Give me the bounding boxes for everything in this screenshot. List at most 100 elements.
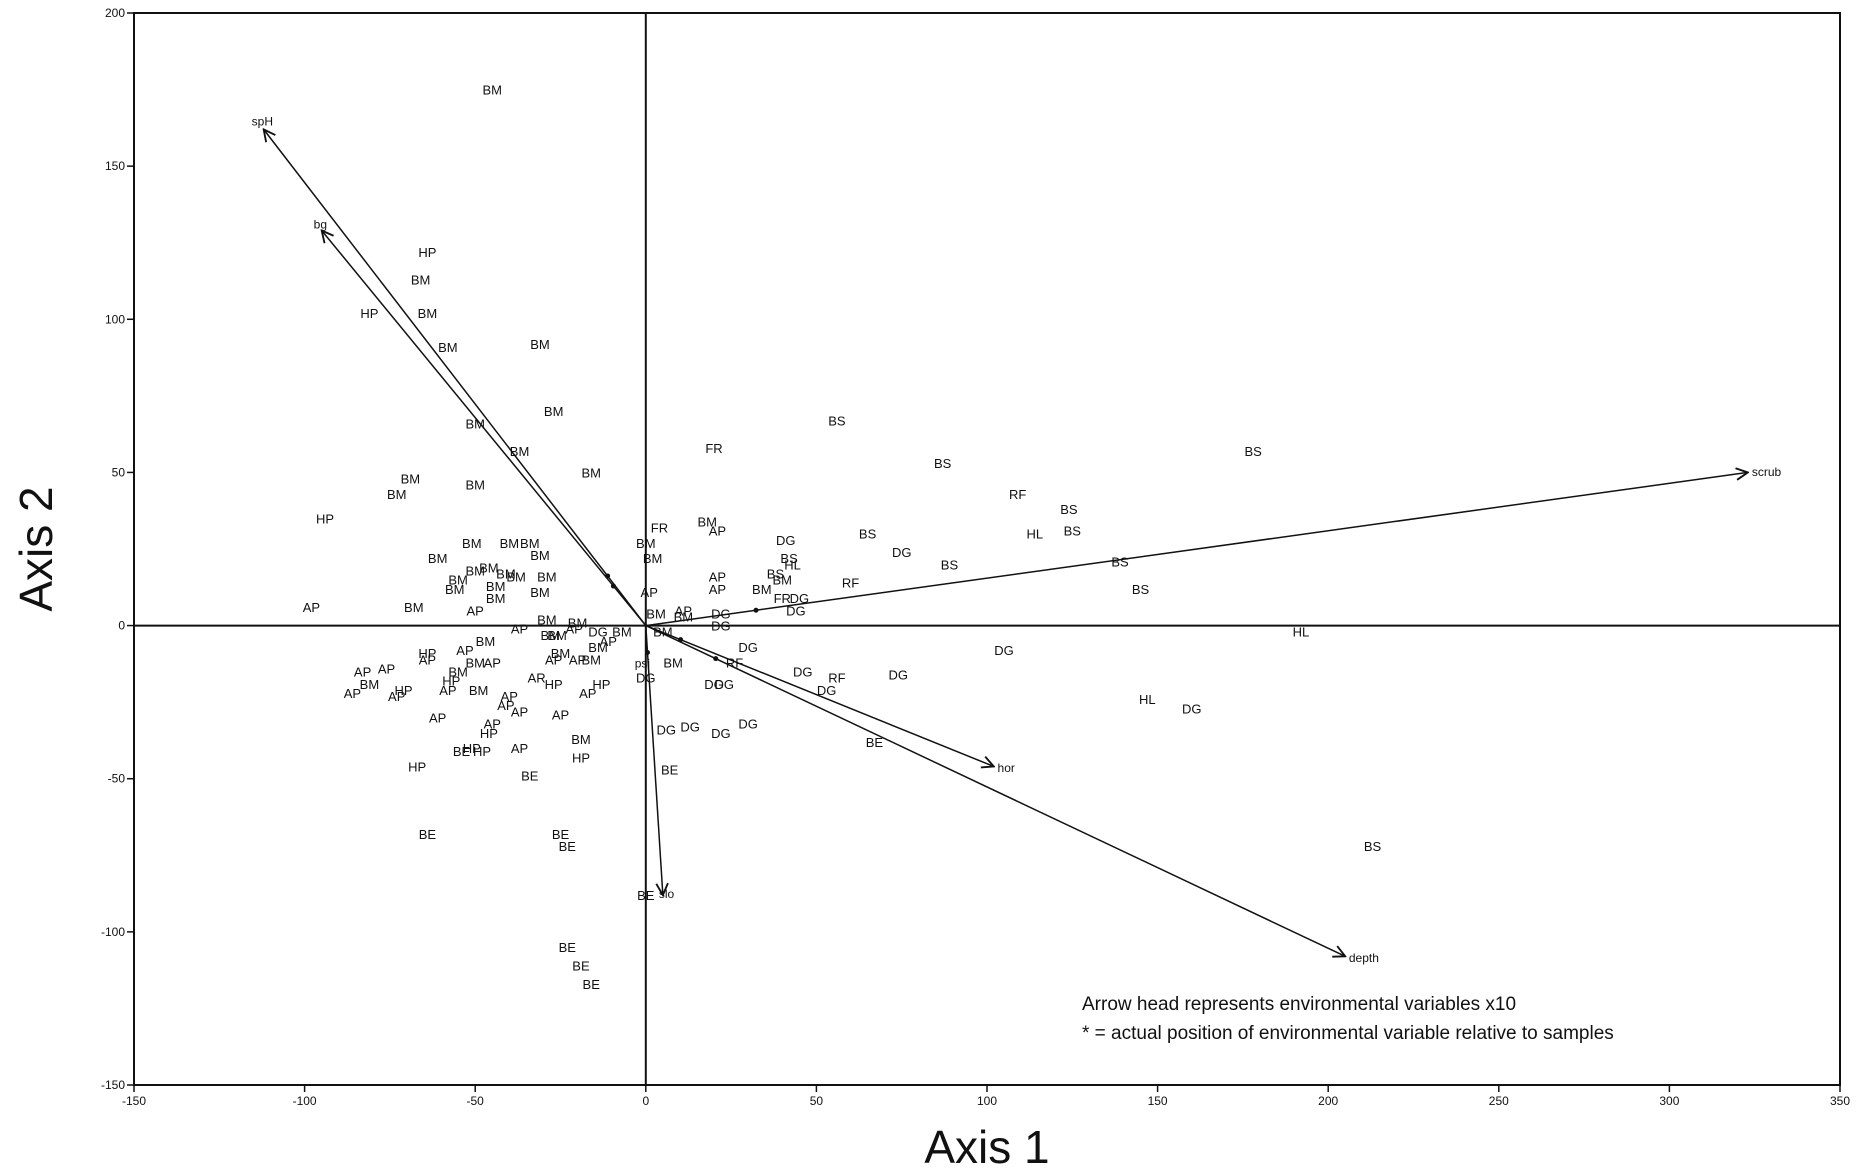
sample-point: HP [395,683,413,698]
sample-point: BE [521,769,539,784]
sample-point: BM [401,472,421,487]
sample-point: AP [565,622,582,637]
sample-point: AP [709,582,726,597]
sample-point: BM [462,536,482,551]
y-tick-label: 50 [112,465,126,479]
sample-point: RF [1009,487,1026,502]
sample-point: DG [738,640,758,655]
vector-actual-position [645,650,651,656]
sample-point: BM [663,655,683,670]
sample-point: AP [484,717,501,732]
sample-point: BM [360,677,380,692]
sample-point: BM [479,560,499,575]
vector-arrow [645,624,994,767]
y-tick-label: 150 [105,159,125,173]
sample-point: BS [859,527,877,542]
sample-point: BM [697,514,717,529]
sample-point: FR [705,441,722,456]
sample-point: AP [709,524,726,539]
vector-label: depth [1349,951,1379,965]
vector-label: scrub [1752,465,1782,479]
sample-point: RF [842,576,859,591]
sample-point: BM [500,536,520,551]
sample-point: HP [408,759,426,774]
sample-point: BM [588,640,608,655]
sample-point: BM [469,683,489,698]
sample-point: BM [465,416,485,431]
vector-label: slo [659,887,675,901]
sample-point: BE [661,763,679,778]
sample-point: BM [541,628,561,643]
sample-point: BM [418,306,438,321]
sample-point: AP [456,643,473,658]
sample-point: BM [551,646,571,661]
sample-point: AP [497,698,514,713]
sample-point: DG [588,625,608,640]
sample-point: BM [537,612,557,627]
sample-point: BM [486,591,506,606]
sample-point: BS [1364,839,1382,854]
sample-point: BM [530,548,550,563]
sample-point: BS [828,413,846,428]
vector-label: hor [998,761,1015,775]
sample-point: RF [726,655,743,670]
sample-point: BM [387,487,407,502]
sample-point: BM [612,625,632,640]
x-tick-label: -50 [467,1094,485,1108]
sample-point: AP [378,661,395,676]
sample-point: BM [411,272,431,287]
y-tick-label: -100 [101,925,125,939]
sample-point: HP [572,750,590,765]
plot-frame [133,12,1841,1086]
vector-arrow [322,230,647,627]
sample-point: BM [773,573,793,588]
sample-point: BM [438,340,458,355]
sample-point: BE [866,735,884,750]
sample-point: BM [465,655,485,670]
sample-point: BM [428,551,448,566]
sample-point: DG [786,603,806,618]
sample-point: HL [1139,692,1156,707]
sample-point: AR [528,671,546,686]
sample-point: BM [448,665,468,680]
vector-arrow [645,472,1748,627]
sample-point: BS [1111,554,1129,569]
sample-point: DG [817,683,837,698]
sample-point: AP [675,603,692,618]
x-tick-label: 150 [1148,1094,1168,1108]
y-tick-label: 100 [105,312,125,326]
x-tick-label: 200 [1318,1094,1338,1108]
x-tick-label: 50 [810,1094,824,1108]
sample-point: HL [1293,625,1310,640]
environmental-vectors: spH bg scrub hor depth slo psi [252,114,1782,965]
sample-point: FR [774,591,791,606]
sample-point: DG [715,677,735,692]
sample-point: AP [641,585,658,600]
sample-point: AP [545,652,562,667]
sample-point: BS [941,557,959,572]
sample-point: AP [344,686,361,701]
reference-lines [134,13,1840,1085]
axis-ticks: -150 -100 -50 0 50 100 150 200 250 300 350 -150 -100… [101,6,1850,1108]
sample-point: BM [445,582,465,597]
sample-point: DG [776,533,796,548]
vector-label: bg [314,217,327,231]
sample-point: AP [552,707,569,722]
sample-point: BM [404,600,424,615]
sample-point: BM [520,536,540,551]
sample-point: BS [934,456,952,471]
sample-point: AP [467,603,484,618]
sample-point: DG [889,668,909,683]
sample-point: BE [572,959,590,974]
sample-point: HL [1026,527,1043,542]
sample-point: HP [360,306,378,321]
sample-point: DG [790,591,810,606]
sample-point: BE [559,940,577,955]
sample-point: DG [994,643,1014,658]
sample-point: HP [442,674,460,689]
sample-point: DG [711,606,731,621]
sample-point: BM [636,536,656,551]
x-axis-title: Axis 1 [924,1121,1049,1170]
sample-point: BM [537,570,557,585]
